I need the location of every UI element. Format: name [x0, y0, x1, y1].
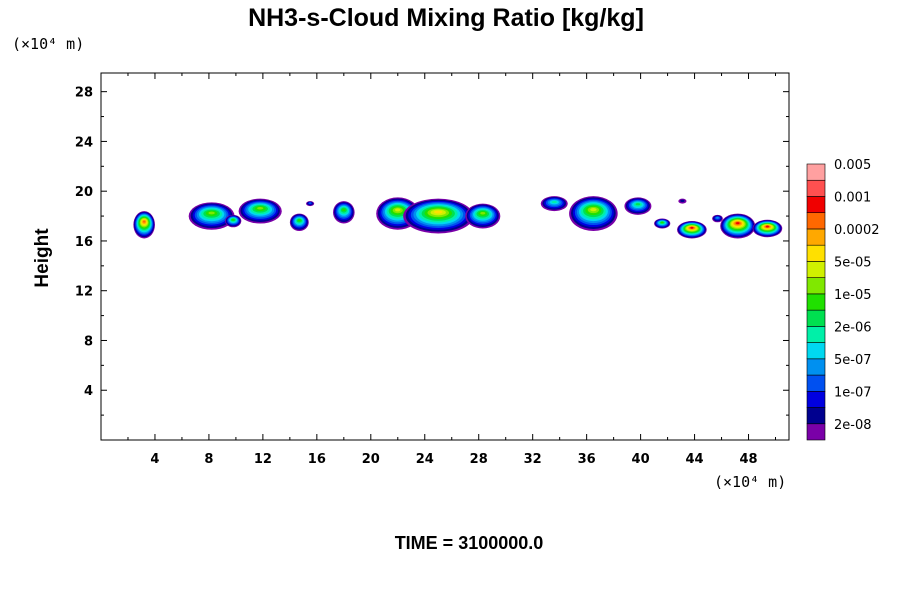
- colorbar-swatch: [806, 212, 826, 230]
- colorbar: 2e-08 1e-07 5e-07 2e-06 1e-05 5e-05 0.0002 0.00…: [806, 158, 880, 441]
- cloud-cell: [569, 196, 618, 231]
- x-tick-label: 16: [308, 452, 326, 467]
- time-label: TIME = 3100000.0: [395, 533, 544, 553]
- colorbar-label: 0.001: [834, 190, 871, 205]
- cloud-cell-level: [257, 207, 264, 210]
- y-tick-label: 28: [75, 86, 93, 101]
- cloud-cell-level: [635, 203, 641, 206]
- colorbar-swatch: [806, 423, 826, 441]
- y-tick-label: 24: [75, 135, 93, 150]
- cloud-cell: [465, 203, 501, 229]
- colorbar-label: 0.005: [834, 158, 871, 173]
- cloud-cell: [712, 214, 723, 223]
- cloud-cell: [624, 197, 652, 215]
- colorbar-swatch: [806, 244, 826, 262]
- colorbar-swatch: [806, 228, 826, 246]
- x-tick-label: 8: [204, 452, 213, 467]
- colorbar-label: 2e-06: [834, 320, 872, 335]
- x-tick-label: 4: [150, 452, 159, 467]
- cloud-cell: [333, 201, 355, 224]
- x-tick-label: 20: [362, 452, 380, 467]
- cloud-cell: [133, 211, 155, 239]
- cloud-cell: [654, 218, 671, 229]
- cloud-cell: [540, 196, 568, 212]
- y-tick-label: 16: [75, 235, 93, 250]
- cloud-cell-level: [765, 225, 769, 228]
- cloud-cell: [752, 219, 783, 238]
- cloud-cell-level: [480, 212, 486, 215]
- cloud-cell: [188, 202, 235, 230]
- cloud-cell-level: [716, 216, 719, 219]
- y-tick-label: 20: [75, 185, 93, 200]
- colorbar-swatch: [806, 293, 826, 311]
- colorbar-swatch: [806, 374, 826, 392]
- colorbar-swatch: [806, 196, 826, 214]
- cloud-cell-level: [231, 218, 235, 221]
- colorbar-swatch: [806, 277, 826, 295]
- cloud-cell: [677, 221, 707, 239]
- x-tick-label: 12: [254, 452, 272, 467]
- x-tick-label: 48: [739, 452, 757, 467]
- colorbar-swatch: [806, 407, 826, 425]
- plot-frame: [100, 72, 790, 441]
- x-tick-label: 28: [470, 452, 488, 467]
- colorbar-swatch: [806, 179, 826, 197]
- cloud-cell-level: [208, 211, 215, 215]
- cloud-cells: [133, 196, 783, 239]
- colorbar-label: 2e-08: [834, 418, 872, 433]
- colorbar-label: 5e-07: [834, 353, 872, 368]
- chart-title: NH3-s-Cloud Mixing Ratio [kg/kg]: [248, 4, 644, 32]
- colorbar-swatch: [806, 390, 826, 408]
- cloud-cell-level: [297, 219, 301, 222]
- cloud-cell-level: [551, 200, 557, 204]
- colorbar-swatch: [806, 342, 826, 360]
- cloud-cell-level: [308, 202, 312, 205]
- colorbar-swatch: [806, 309, 826, 327]
- cloud-cell: [225, 214, 242, 228]
- colorbar-label: 1e-05: [834, 288, 872, 303]
- y-axis-unit: (×10⁴ m): [12, 35, 84, 53]
- x-tick-label: 32: [524, 452, 542, 467]
- colorbar-swatch: [806, 261, 826, 278]
- cloud-cell: [238, 198, 282, 224]
- cloud-cell-level: [142, 220, 146, 223]
- cloud-cell-level: [660, 221, 664, 224]
- cloud-cell-level: [680, 199, 685, 203]
- cloud-cell: [289, 213, 309, 231]
- cloud-cell: [403, 198, 474, 234]
- colorbar-label: 5e-05: [834, 255, 872, 270]
- cloud-cell-level: [735, 222, 740, 225]
- x-tick-label: 24: [416, 452, 434, 467]
- y-tick-label: 4: [84, 384, 93, 399]
- colorbar-label: 0.0002: [834, 223, 880, 238]
- cloud-cell: [720, 213, 756, 239]
- cloud-cell: [678, 198, 687, 204]
- cloud-cell-level: [690, 226, 694, 229]
- x-tick-label: 36: [578, 452, 596, 467]
- cloud-cell-level: [590, 208, 597, 212]
- x-axis-unit: (×10⁴ m): [714, 473, 786, 491]
- cloud-cell: [306, 201, 315, 207]
- x-tick-label: 40: [632, 452, 650, 467]
- x-tick-label: 44: [686, 452, 704, 467]
- y-axis-label: Height: [32, 228, 53, 288]
- y-tick-label: 12: [75, 285, 93, 300]
- colorbar-label: 1e-07: [834, 385, 872, 400]
- cloud-cell-level: [394, 208, 401, 212]
- cloud-cell-level: [342, 208, 346, 212]
- colorbar-swatch: [806, 163, 826, 181]
- colorbar-swatch: [806, 326, 826, 343]
- cloud-cell-level: [434, 210, 443, 214]
- colorbar-swatch: [806, 358, 826, 376]
- y-tick-label: 8: [84, 334, 93, 349]
